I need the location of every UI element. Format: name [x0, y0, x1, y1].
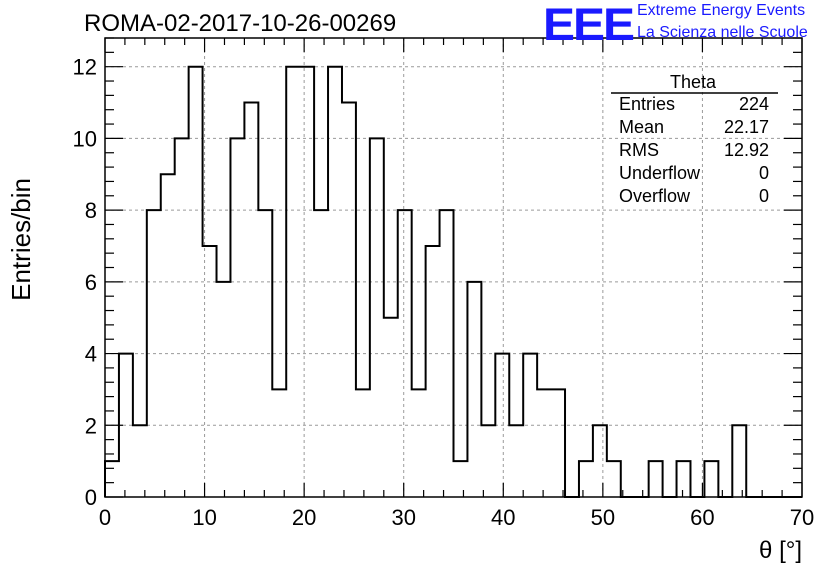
eee-logo: EEE [543, 0, 635, 51]
stats-title: Theta [670, 72, 717, 92]
axis-tick-labels: 0 10 20 30 40 50 60 70 0 2 4 6 8 10 12 [73, 55, 815, 530]
stats-value: 0 [759, 163, 769, 183]
x-tick-label: 0 [99, 505, 111, 530]
stats-label: Overflow [619, 186, 691, 206]
x-tick-label: 40 [491, 505, 515, 530]
brand-line-2: La Scienza nelle Scuole [637, 24, 808, 41]
x-tick-label: 70 [790, 505, 814, 530]
axis-ticks [104, 37, 803, 498]
x-tick-label: 60 [690, 505, 714, 530]
stats-value: 22.17 [724, 117, 769, 137]
y-tick-label: 2 [85, 413, 97, 438]
y-tick-label: 10 [73, 126, 97, 151]
stats-rows: Entries 224 Mean 22.17 RMS 12.92 Underflow 0 Ove… [619, 94, 769, 206]
stats-value: 0 [759, 186, 769, 206]
x-tick-label: 50 [591, 505, 615, 530]
stats-label: RMS [619, 140, 659, 160]
y-tick-label: 8 [85, 198, 97, 223]
stats-label: Underflow [619, 163, 701, 183]
x-axis-label: θ [°] [759, 537, 802, 564]
y-tick-label: 6 [85, 270, 97, 295]
x-tick-label: 30 [391, 505, 415, 530]
stats-value: 224 [739, 94, 769, 114]
stats-label: Mean [619, 117, 664, 137]
brand-line-1: Extreme Energy Events [637, 2, 806, 19]
run-title: ROMA-02-2017-10-26-00269 [84, 10, 397, 37]
stats-value: 12.92 [724, 140, 769, 160]
y-axis-label: Entries/bin [6, 178, 36, 301]
x-tick-label: 20 [292, 505, 316, 530]
y-tick-label: 0 [85, 485, 97, 510]
x-tick-label: 10 [192, 505, 216, 530]
y-tick-label: 4 [85, 342, 97, 367]
stats-box: Theta Entries 224 Mean 22.17 RMS 12.92 Underfl… [611, 72, 778, 206]
stats-label: Entries [619, 94, 675, 114]
y-tick-label: 12 [73, 55, 97, 80]
